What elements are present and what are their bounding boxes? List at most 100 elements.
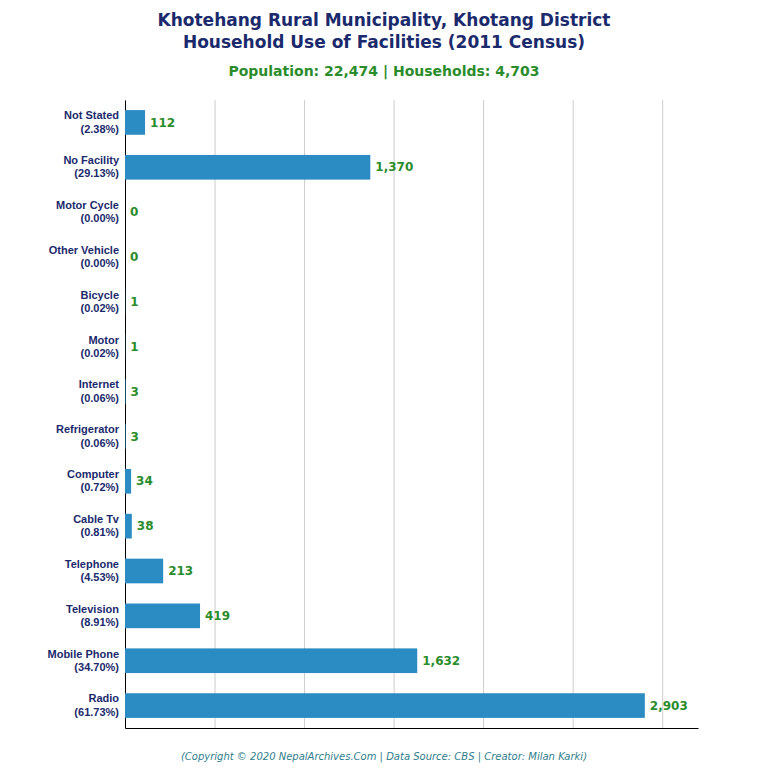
- x-tick: [573, 100, 574, 728]
- y-tick-label-line: Cable Tv: [73, 513, 120, 525]
- x-tick: [394, 100, 395, 728]
- y-tick: Television(8.91%): [66, 603, 125, 628]
- y-tick-label-line: (0.81%): [80, 526, 119, 538]
- data-label: 3: [131, 385, 139, 399]
- bar: [125, 514, 132, 539]
- data-label: 1: [130, 295, 138, 309]
- y-tick-label: Television(8.91%): [66, 603, 119, 628]
- y-tick: Internet (0.06%): [79, 378, 125, 403]
- subtitle: Population: 22,474 | Households: 4,703: [228, 63, 539, 80]
- y-tick-label: Mobile Phone(34.70%): [48, 648, 120, 673]
- data-label: 3: [131, 430, 139, 444]
- y-tick-label-line: (0.06%): [80, 437, 119, 449]
- bar: [125, 379, 126, 404]
- bar: [125, 648, 417, 673]
- x-tick: [483, 100, 484, 728]
- plot: Not Stated(2.38%) No Facility(29.13%) Moto…: [48, 100, 699, 729]
- bar: [125, 155, 370, 180]
- bar: [125, 334, 126, 359]
- y-tick-label: Computer(0.72%): [67, 468, 120, 493]
- y-tick-label-line: Motor: [88, 334, 119, 346]
- y-tick-label-line: (0.02%): [80, 302, 119, 314]
- bar: [125, 604, 200, 629]
- y-axis: Not Stated(2.38%) No Facility(29.13%) Moto…: [48, 101, 126, 729]
- y-tick-label-line: (0.72%): [80, 481, 119, 493]
- y-tick-label-line: Mobile Phone: [48, 648, 120, 660]
- y-tick-label: Internet (0.06%): [79, 378, 120, 403]
- title: Household Use of Facilities (2011 Census…: [183, 32, 585, 52]
- footer: (Copyright © 2020 NepalArchives.Com | Da…: [181, 751, 587, 763]
- grid-line: [483, 100, 484, 728]
- y-tick-label-line: Television: [66, 603, 119, 615]
- y-tick-label-line: Refrigerator: [56, 423, 120, 435]
- bar: [125, 424, 126, 449]
- y-tick-label: Cable Tv(0.81%): [73, 513, 120, 538]
- grid-line: [394, 100, 395, 728]
- data-label: 1,632: [422, 654, 460, 668]
- data-label: 38: [137, 519, 154, 533]
- data-label: 1,370: [375, 160, 413, 174]
- data-label: 2,903: [650, 699, 688, 713]
- bar: [125, 290, 126, 315]
- data-labels: 1121,37000113334382134191,6322,903: [130, 116, 688, 713]
- x-axis: [126, 100, 699, 729]
- y-tick-label-line: (0.06%): [80, 392, 119, 404]
- bar: [125, 559, 163, 584]
- data-label: 0: [130, 250, 138, 264]
- y-tick-label-line: (34.70%): [74, 661, 119, 673]
- y-tick-label-line: (0.02%): [80, 347, 119, 359]
- y-tick: Radio (61.73%): [74, 692, 125, 717]
- bar: [125, 245, 126, 270]
- y-tick-label-line: (0.00%): [80, 212, 119, 224]
- data-label: 0: [130, 205, 138, 219]
- y-tick: Other Vehicle(0.00%): [49, 244, 125, 269]
- grid-line: [304, 100, 305, 728]
- grid-line: [125, 100, 126, 728]
- y-tick-label-line: Bicycle: [80, 289, 119, 301]
- y-tick-label-line: Motor Cycle: [56, 199, 119, 211]
- y-tick-label-line: (2.38%): [80, 123, 119, 135]
- x-axis-line: [126, 728, 699, 729]
- y-tick-label-line: Other Vehicle: [49, 244, 119, 256]
- y-tick-label-line: Telephone: [65, 558, 119, 570]
- y-tick: Mobile Phone(34.70%): [48, 648, 126, 673]
- y-tick-label: Not Stated(2.38%): [64, 109, 119, 134]
- y-tick-label-line: (8.91%): [80, 616, 119, 628]
- y-tick: Bicycle(0.02%): [80, 289, 125, 314]
- y-tick-label: Radio (61.73%): [74, 692, 119, 717]
- y-tick-label: Other Vehicle(0.00%): [49, 244, 120, 269]
- y-tick-label: Bicycle(0.02%): [80, 289, 119, 314]
- x-tick: [304, 100, 305, 728]
- y-tick: Not Stated(2.38%): [64, 109, 125, 134]
- y-tick-label: Telephone(4.53%): [65, 558, 120, 583]
- grid-line: [662, 100, 663, 728]
- y-tick-label: Refrigerator (0.06%): [56, 423, 120, 448]
- y-tick: No Facility(29.13%): [63, 154, 125, 179]
- title: Khotehang Rural Municipality, Khotang Di…: [158, 10, 611, 30]
- x-tick: [125, 100, 126, 728]
- y-tick-label-line: (61.73%): [74, 706, 119, 718]
- bar: [125, 469, 131, 494]
- y-tick-label-line: No Facility: [63, 154, 120, 166]
- y-tick-label-line: (4.53%): [80, 571, 119, 583]
- data-label: 1: [130, 340, 138, 354]
- y-tick: Motor Cycle(0.00%): [56, 199, 125, 224]
- y-tick-label: Motor Cycle(0.00%): [56, 199, 119, 224]
- y-tick-label-line: Radio: [88, 692, 119, 704]
- bar: [125, 693, 645, 718]
- y-tick: Cable Tv(0.81%): [73, 513, 125, 538]
- data-label: 112: [150, 116, 175, 130]
- y-tick-label-line: Internet: [79, 378, 120, 390]
- grid-line: [573, 100, 574, 728]
- grid-line: [215, 100, 216, 728]
- x-tick: [662, 100, 663, 728]
- x-tick: [215, 100, 216, 728]
- y-tick-label-line: Computer: [67, 468, 120, 480]
- y-axis-line: [125, 101, 126, 729]
- y-tick-label: Motor(0.02%): [80, 334, 119, 359]
- bar: [125, 200, 126, 225]
- y-tick: Telephone(4.53%): [65, 558, 125, 583]
- bar: [125, 110, 145, 135]
- y-tick: Computer(0.72%): [67, 468, 125, 493]
- y-tick: Motor(0.02%): [80, 334, 125, 359]
